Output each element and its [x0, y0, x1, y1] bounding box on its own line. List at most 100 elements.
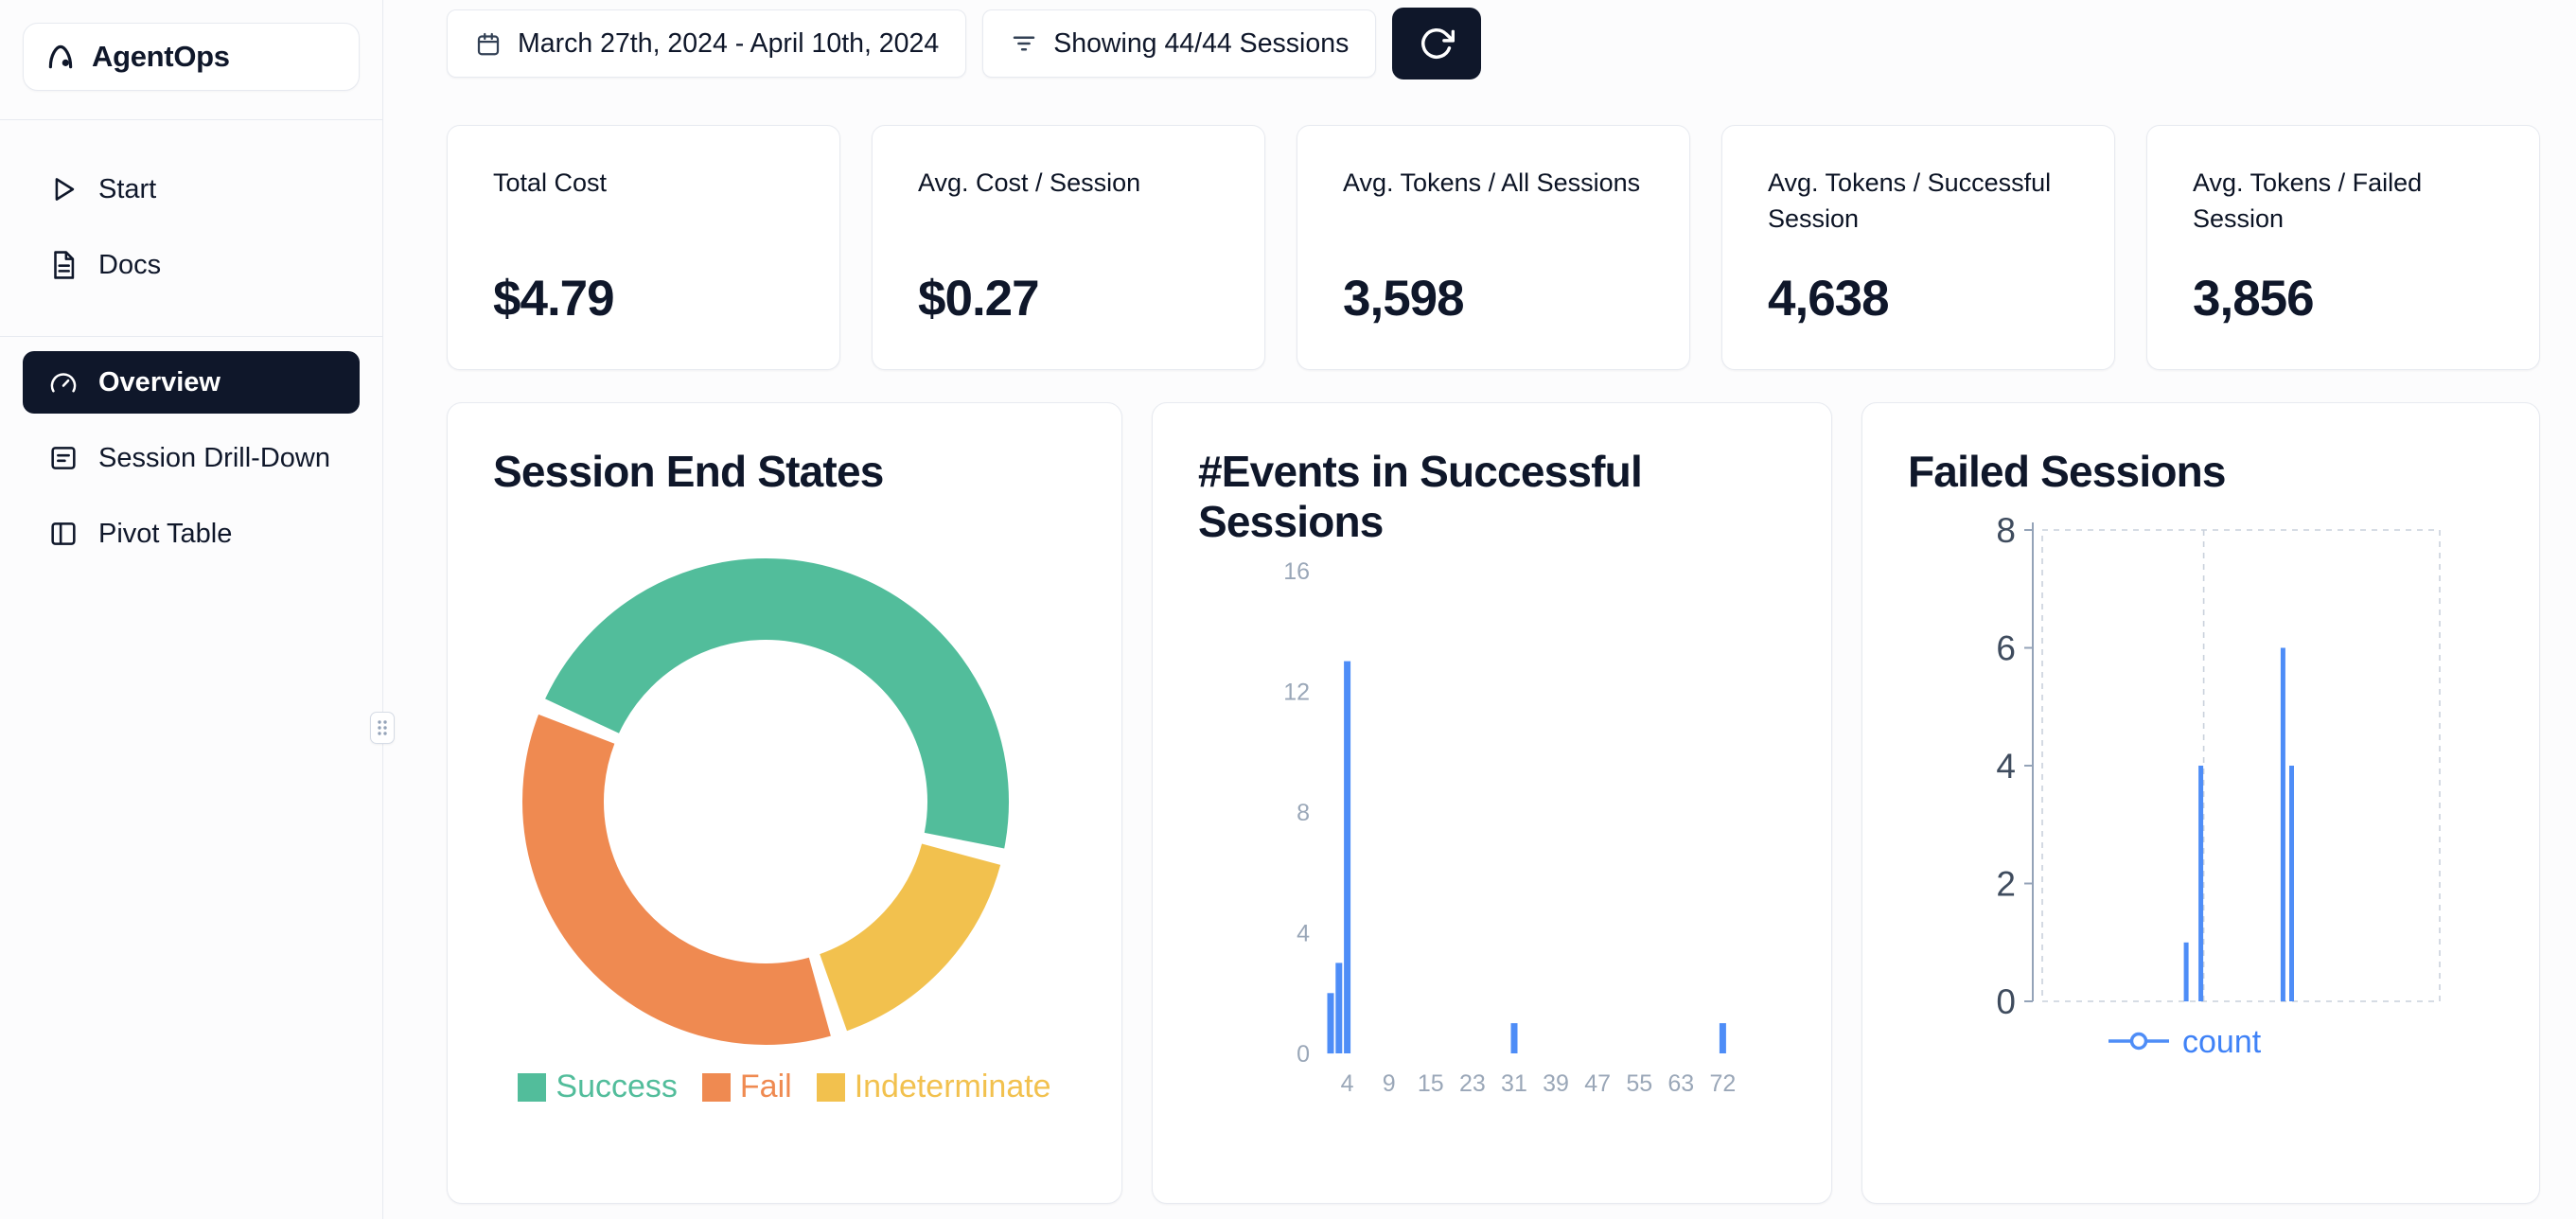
chart-title: #Events in Successful Sessions: [1198, 447, 1643, 547]
y-axis-label: 2: [1996, 865, 2016, 904]
stat-label: Total Cost: [493, 168, 608, 197]
stat-card-avg-cost-session: Avg. Cost / Session $0.27: [872, 125, 1265, 370]
failed-sessions-line-chart[interactable]: 0 2 4 6 8 count: [1967, 511, 2478, 1079]
grip-dots-icon: [378, 720, 387, 735]
sidebar-item-label: Start: [98, 173, 157, 204]
sidebar-menu-nav: Overview Session Drill-Down Pivot Table: [0, 337, 382, 565]
y-axis-label: 12: [1283, 679, 1310, 705]
sidebar-divider: [0, 119, 382, 120]
legend-marker-icon: [2129, 1033, 2148, 1051]
bar[interactable]: [1335, 963, 1343, 1053]
legend-label: Success: [556, 1069, 678, 1105]
sidebar-item-pivot-table[interactable]: Pivot Table: [23, 503, 360, 565]
charts-row: Session End States Success Fail Indetermin…: [447, 402, 2540, 1204]
calendar-icon: [474, 29, 503, 58]
failed-sessions-card: Failed Sessions 0 2 4 6 8 count: [1861, 402, 2540, 1204]
stat-value: $4.79: [493, 271, 615, 327]
legend-label: Indeterminate: [854, 1069, 1051, 1105]
stat-value: 3,856: [2193, 271, 2315, 327]
x-axis-label: 47: [1584, 1070, 1611, 1097]
legend-swatch-icon: [518, 1072, 547, 1102]
legend-swatch-icon: [701, 1072, 731, 1102]
x-axis-label: 4: [1341, 1070, 1354, 1097]
sidebar-item-label: Session Drill-Down: [98, 442, 330, 473]
date-range-label: March 27th, 2024 - April 10th, 2024: [518, 27, 940, 59]
stat-label: Avg. Tokens / All Sessions: [1343, 168, 1641, 197]
donut-segment-success[interactable]: [545, 558, 1009, 849]
pivot-icon: [47, 518, 79, 550]
stat-card-avg-tokens-failed: Avg. Tokens / Failed Session 3,856: [2146, 125, 2540, 370]
spike[interactable]: [2198, 766, 2204, 1002]
stat-label: Avg. Tokens / Successful Session: [1768, 168, 2052, 233]
donut-legend: Success Fail Indeterminate: [493, 1069, 1076, 1105]
events-bar-chart[interactable]: 0 4 8 12 16 4 9 15 23 31 39 47 55 63 72: [1257, 554, 1773, 1122]
x-axis-label: 39: [1543, 1070, 1569, 1097]
legend-swatch-icon: [816, 1072, 845, 1102]
sidebar-item-label: Pivot Table: [98, 518, 233, 549]
x-axis-label: 15: [1418, 1070, 1444, 1097]
refresh-button[interactable]: [1392, 8, 1482, 80]
donut-segment-indeterminate[interactable]: [819, 842, 1001, 1032]
sidebar: AgentOps Start Docs Overview: [0, 0, 395, 1219]
donut-legend-item-success[interactable]: Success: [518, 1069, 678, 1105]
donut-legend-item-indeterminate[interactable]: Indeterminate: [816, 1069, 1051, 1105]
sessions-filter-label: Showing 44/44 Sessions: [1053, 27, 1350, 59]
y-axis-label: 0: [1297, 1041, 1310, 1068]
y-axis-label: 6: [1996, 629, 2016, 668]
legend-label: Fail: [739, 1069, 792, 1105]
stat-value: $0.27: [918, 271, 1040, 327]
refresh-icon: [1421, 28, 1456, 59]
stat-value: 3,598: [1343, 271, 1465, 327]
x-axis-label: 23: [1459, 1070, 1486, 1097]
filter-icon: [1010, 29, 1038, 58]
session-end-states-donut-chart[interactable]: [501, 537, 1031, 1067]
spike[interactable]: [2183, 943, 2189, 1002]
sessions-filter-button[interactable]: Showing 44/44 Sessions: [982, 9, 1377, 78]
agentops-logo-icon: [44, 41, 77, 73]
chart-title: Session End States: [493, 447, 884, 496]
date-range-button[interactable]: March 27th, 2024 - April 10th, 2024: [447, 9, 967, 78]
docs-icon: [47, 249, 79, 281]
x-axis-label: 63: [1667, 1070, 1694, 1097]
donut-segment-fail[interactable]: [522, 715, 831, 1046]
brand-card[interactable]: AgentOps: [23, 23, 360, 91]
x-axis-label: 9: [1383, 1070, 1396, 1097]
sidebar-resize-handle[interactable]: [370, 712, 395, 744]
x-axis-label: 31: [1501, 1070, 1527, 1097]
spike[interactable]: [2289, 766, 2294, 1002]
stat-card-total-cost: Total Cost $4.79: [447, 125, 840, 370]
stat-card-avg-tokens-all: Avg. Tokens / All Sessions 3,598: [1297, 125, 1690, 370]
stat-label: Avg. Tokens / Failed Session: [2193, 168, 2423, 233]
sidebar-item-label: Docs: [98, 249, 162, 280]
sidebar-divider: [0, 336, 382, 337]
x-axis-label: 55: [1626, 1070, 1652, 1097]
topbar: March 27th, 2024 - April 10th, 2024 Show…: [447, 8, 1482, 80]
stat-card-avg-tokens-successful: Avg. Tokens / Successful Session 4,638: [1721, 125, 2115, 370]
y-axis-label: 0: [1996, 982, 2016, 1021]
stat-value: 4,638: [1768, 271, 1890, 327]
stats-row: Total Cost $4.79 Avg. Cost / Session $0.…: [447, 125, 2540, 370]
plot-border: [2041, 529, 2441, 1003]
sidebar-item-session-drill-down[interactable]: Session Drill-Down: [23, 427, 360, 489]
sidebar-item-overview[interactable]: Overview: [23, 351, 360, 414]
session-icon: [47, 442, 79, 474]
bar[interactable]: [1344, 661, 1351, 1053]
sidebar-item-docs[interactable]: Docs: [23, 234, 360, 296]
spike[interactable]: [2280, 647, 2285, 1002]
gauge-icon: [47, 366, 79, 398]
bar[interactable]: [1719, 1022, 1726, 1053]
play-icon: [47, 173, 79, 205]
y-axis-label: 16: [1283, 558, 1310, 585]
sidebar-menu-top: Start Docs: [0, 120, 382, 296]
bar[interactable]: [1510, 1022, 1518, 1053]
bar[interactable]: [1327, 993, 1334, 1053]
brand-name: AgentOps: [92, 40, 230, 73]
events-histogram-card: #Events in Successful Sessions 0 4 8 12 16 4 9…: [1152, 402, 1832, 1204]
y-axis-label: 8: [1297, 800, 1310, 826]
sidebar-item-start[interactable]: Start: [23, 158, 360, 221]
legend-label[interactable]: count: [2182, 1024, 2262, 1060]
chart-title: Failed Sessions: [1908, 447, 2227, 496]
donut-legend-item-fail[interactable]: Fail: [701, 1069, 792, 1105]
y-axis-label: 4: [1996, 747, 2016, 786]
stat-label: Avg. Cost / Session: [918, 168, 1141, 197]
